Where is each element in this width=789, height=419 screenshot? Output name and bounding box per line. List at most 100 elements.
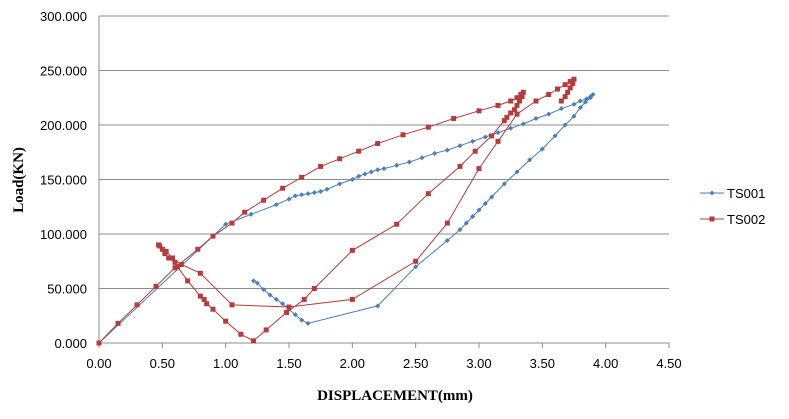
data-point [472,148,478,154]
data-point [263,327,269,333]
data-point [539,146,545,152]
data-point [96,340,102,346]
data-point [204,301,210,307]
data-point [280,185,286,191]
data-point [362,171,368,177]
data-point [356,173,362,179]
data-point [495,130,501,136]
data-point [305,191,311,197]
data-point [444,147,450,153]
x-tick-label: 4.00 [593,356,618,371]
data-point [273,202,279,208]
x-tick-label: 2.50 [403,356,428,371]
data-point [571,101,577,107]
data-point [562,94,568,100]
axes [98,16,670,348]
data-point [514,169,520,175]
data-point [349,247,355,253]
x-axis-title: DISPLACEMENT(mm) [317,388,473,404]
legend-item-ts002: TS002 [700,212,765,227]
legend: TS001 TS002 [700,186,765,227]
data-point [210,233,216,239]
data-point [318,188,324,194]
data-point [470,138,476,144]
data-point [577,105,583,111]
data-point [582,99,588,105]
x-tick-label: 0.50 [150,356,175,371]
y-tick-label: 50.000 [47,282,87,297]
legend-label: TS002 [727,212,765,227]
data-point [223,318,229,324]
data-point [229,220,235,226]
data-point [419,155,425,161]
data-point [533,98,539,104]
gridlines [99,15,669,289]
data-point [368,169,374,175]
data-point [413,264,419,270]
y-tick-label: 150.000 [40,173,87,188]
data-point [527,157,533,163]
data-point [508,110,514,116]
data-point [517,98,523,104]
data-point [283,309,289,315]
data-point [267,292,273,298]
data-point [178,262,184,268]
data-point [299,317,305,323]
data-point [406,159,412,165]
data-point [195,246,201,252]
data-point [318,163,324,169]
data-point [254,280,260,286]
data-point [567,78,573,84]
data-point [197,270,203,276]
data-point [394,221,400,227]
data-point [201,296,207,302]
data-point [482,200,488,206]
data-point [504,114,510,120]
data-point [470,214,476,220]
data-point [175,264,181,270]
data-point [520,89,526,95]
data-point [546,111,552,117]
data-point [375,141,381,147]
y-axis-title: Load(KN) [11,147,27,213]
data-point [489,133,495,139]
data-point [251,338,257,344]
data-point [286,304,292,310]
data-point [476,166,482,172]
data-point [248,211,254,217]
data-point [514,111,520,117]
data-point [533,115,539,121]
legend-label: TS001 [727,186,765,201]
data-point [546,91,552,97]
data-point [172,265,178,271]
data-point [311,286,317,291]
data-point [570,81,576,87]
data-point [463,220,469,226]
data-point [134,302,140,308]
x-tick-labels: 0.00 0.50 1.00 1.50 2.00 2.50 3.00 3.50 4.00 4.50 [86,356,681,371]
x-tick-label: 2.00 [340,356,365,371]
data-point [163,248,169,254]
data-point [185,278,191,284]
series-line-ts002 [98,78,575,344]
data-point [324,186,330,192]
series-layer [96,76,596,346]
data-point [251,278,257,284]
data-point [501,118,507,124]
data-point [242,209,248,215]
data-point [562,82,568,88]
data-point [425,124,431,130]
data-point [349,177,355,182]
series-ts002 [96,76,577,346]
data-point [587,95,593,101]
data-point [444,238,450,244]
data-point [444,220,450,226]
y-tick-label: 0.000 [54,336,87,351]
data-point [166,255,172,261]
data-point [558,106,564,112]
data-point [552,133,558,139]
data-point [337,156,343,162]
x-tick-label: 1.00 [213,356,238,371]
data-point [280,301,286,307]
